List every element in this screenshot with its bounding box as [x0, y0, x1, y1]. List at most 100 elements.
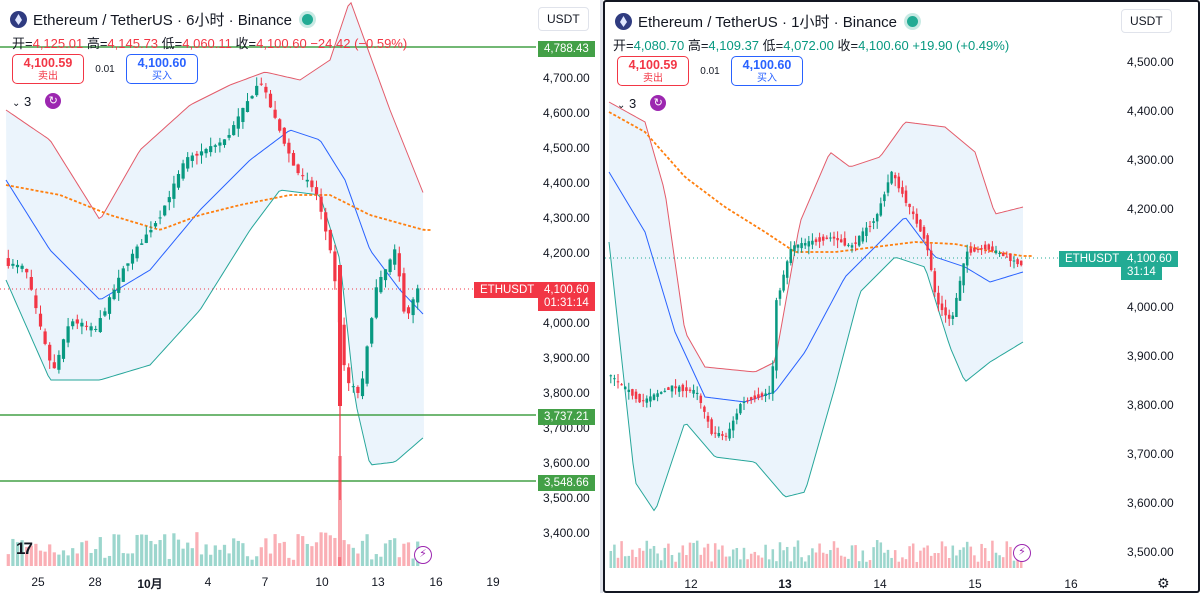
price-axis-label: 3,500.00: [543, 491, 590, 505]
candle-body: [785, 261, 789, 278]
volume-bar: [411, 558, 415, 566]
candle-body: [406, 307, 411, 314]
candle-body: [649, 396, 652, 402]
candle-body: [103, 311, 107, 316]
sell-button[interactable]: 4,100.59 卖出: [12, 54, 84, 84]
pane-divider[interactable]: [600, 0, 603, 593]
candle-body: [922, 226, 926, 239]
volume-bar: [613, 544, 616, 568]
candle-body: [149, 229, 153, 233]
volume-bar: [126, 553, 130, 566]
candle-body: [778, 290, 782, 299]
refresh-icon[interactable]: ↻: [45, 93, 62, 109]
refresh-icon[interactable]: ↻: [650, 95, 667, 111]
bollinger-lower-line: [608, 241, 1024, 512]
chart-header: Ethereum / TetherUS · 6小时 · Binance: [10, 9, 313, 30]
sell-button[interactable]: 4,100.59 卖出: [617, 56, 689, 86]
horizontal-level-price-tag[interactable]: 3,737.21: [538, 409, 595, 425]
volume-bar: [29, 545, 33, 566]
volume-bar: [692, 542, 695, 568]
time-axis-label: 12: [684, 577, 698, 591]
candle-body: [388, 259, 392, 273]
buy-button[interactable]: 4,100.60 买入: [731, 56, 803, 86]
volume-bar: [634, 557, 638, 568]
volume-bar: [227, 553, 231, 566]
candle-body: [782, 274, 785, 291]
volume-bar: [140, 534, 144, 566]
volume-bar: [609, 550, 613, 568]
candle-body: [130, 253, 135, 264]
horizontal-level-price-tag[interactable]: 4,788.43: [538, 41, 595, 57]
indicator-toggle[interactable]: ⌄ 3 ↻: [12, 93, 62, 109]
candle-body: [843, 238, 847, 246]
volume-bar: [117, 534, 121, 566]
candle-body: [886, 182, 890, 193]
symbol-title[interactable]: Ethereum / TetherUS · 1小时 · Binance: [638, 14, 897, 31]
candle-body: [854, 242, 857, 244]
candle-body: [951, 315, 955, 319]
volume-bar: [911, 543, 915, 568]
volume-bar: [731, 549, 735, 568]
candle-body: [218, 142, 222, 146]
volume-bar: [721, 545, 724, 568]
volume-bar: [818, 543, 821, 568]
candle-body: [825, 237, 829, 239]
symbol-title[interactable]: Ethereum / TetherUS · 6小时 · Binance: [33, 12, 292, 29]
volume-bar: [735, 548, 739, 568]
candle-body: [43, 331, 47, 344]
candle-body: [75, 319, 79, 324]
candle-body: [273, 109, 277, 118]
candle-body: [52, 362, 56, 369]
candle-body: [803, 243, 807, 246]
candle-body: [897, 176, 901, 189]
candle-body: [757, 394, 760, 398]
moving-average-line: [5, 184, 432, 231]
volume-bar: [1005, 541, 1009, 568]
volume-bar: [324, 532, 328, 566]
candle-body: [861, 231, 865, 242]
indicator-toggle[interactable]: ⌄ 3 ↻: [617, 95, 667, 111]
settings-icon[interactable]: ⚙: [1157, 575, 1170, 591]
volume-bar: [890, 557, 893, 568]
volume-bar: [172, 533, 176, 566]
candle-body: [29, 277, 33, 290]
candle-body: [80, 322, 84, 327]
volume-bar: [904, 559, 908, 568]
volume-bar: [998, 555, 1001, 568]
volume-bar: [20, 540, 24, 566]
candle-body: [958, 280, 962, 301]
last-price-tag: 4,100.60: [1121, 251, 1178, 267]
volume-bar: [616, 557, 620, 568]
buy-button[interactable]: 4,100.60 买入: [126, 54, 198, 84]
chart-pane-6h[interactable]: Ethereum / TetherUS · 6小时 · Binance 开=4,…: [0, 0, 600, 593]
volume-bar: [406, 542, 411, 566]
volume-bar: [897, 561, 901, 568]
volume-bar: [793, 546, 796, 568]
volume-bar: [627, 555, 631, 568]
price-chart-6h[interactable]: [0, 0, 600, 593]
price-axis-label: 3,800.00: [543, 386, 590, 400]
chart-pane-1h[interactable]: Ethereum / TetherUS · 1小时 · Binance 开=4,…: [603, 0, 1200, 593]
volume-bar: [397, 557, 401, 566]
candle-body: [688, 389, 692, 391]
lightning-icon[interactable]: ⚡: [1013, 544, 1031, 562]
ohlc-readout: 开=4,080.70 高=4,109.37 低=4,072.00 收=4,100…: [613, 38, 1010, 53]
price-chart-1h[interactable]: [605, 2, 1200, 593]
market-open-icon: [302, 14, 313, 25]
candle-body: [991, 246, 994, 251]
currency-selector[interactable]: USDT: [538, 7, 589, 31]
time-axis-label: 13: [778, 577, 792, 591]
candle-body: [1016, 259, 1019, 265]
volume-bar: [973, 555, 976, 568]
candle-body: [987, 244, 991, 250]
lightning-icon[interactable]: ⚡: [414, 546, 432, 564]
candle-body: [278, 119, 282, 131]
horizontal-level-price-tag[interactable]: 3,548.66: [538, 475, 595, 491]
candle-body: [641, 400, 645, 402]
candle-body: [342, 324, 346, 366]
candle-body: [890, 171, 893, 184]
volume-bar: [919, 550, 922, 568]
volume-bar: [811, 548, 814, 568]
candle-body: [994, 250, 998, 254]
currency-selector[interactable]: USDT: [1121, 9, 1172, 33]
